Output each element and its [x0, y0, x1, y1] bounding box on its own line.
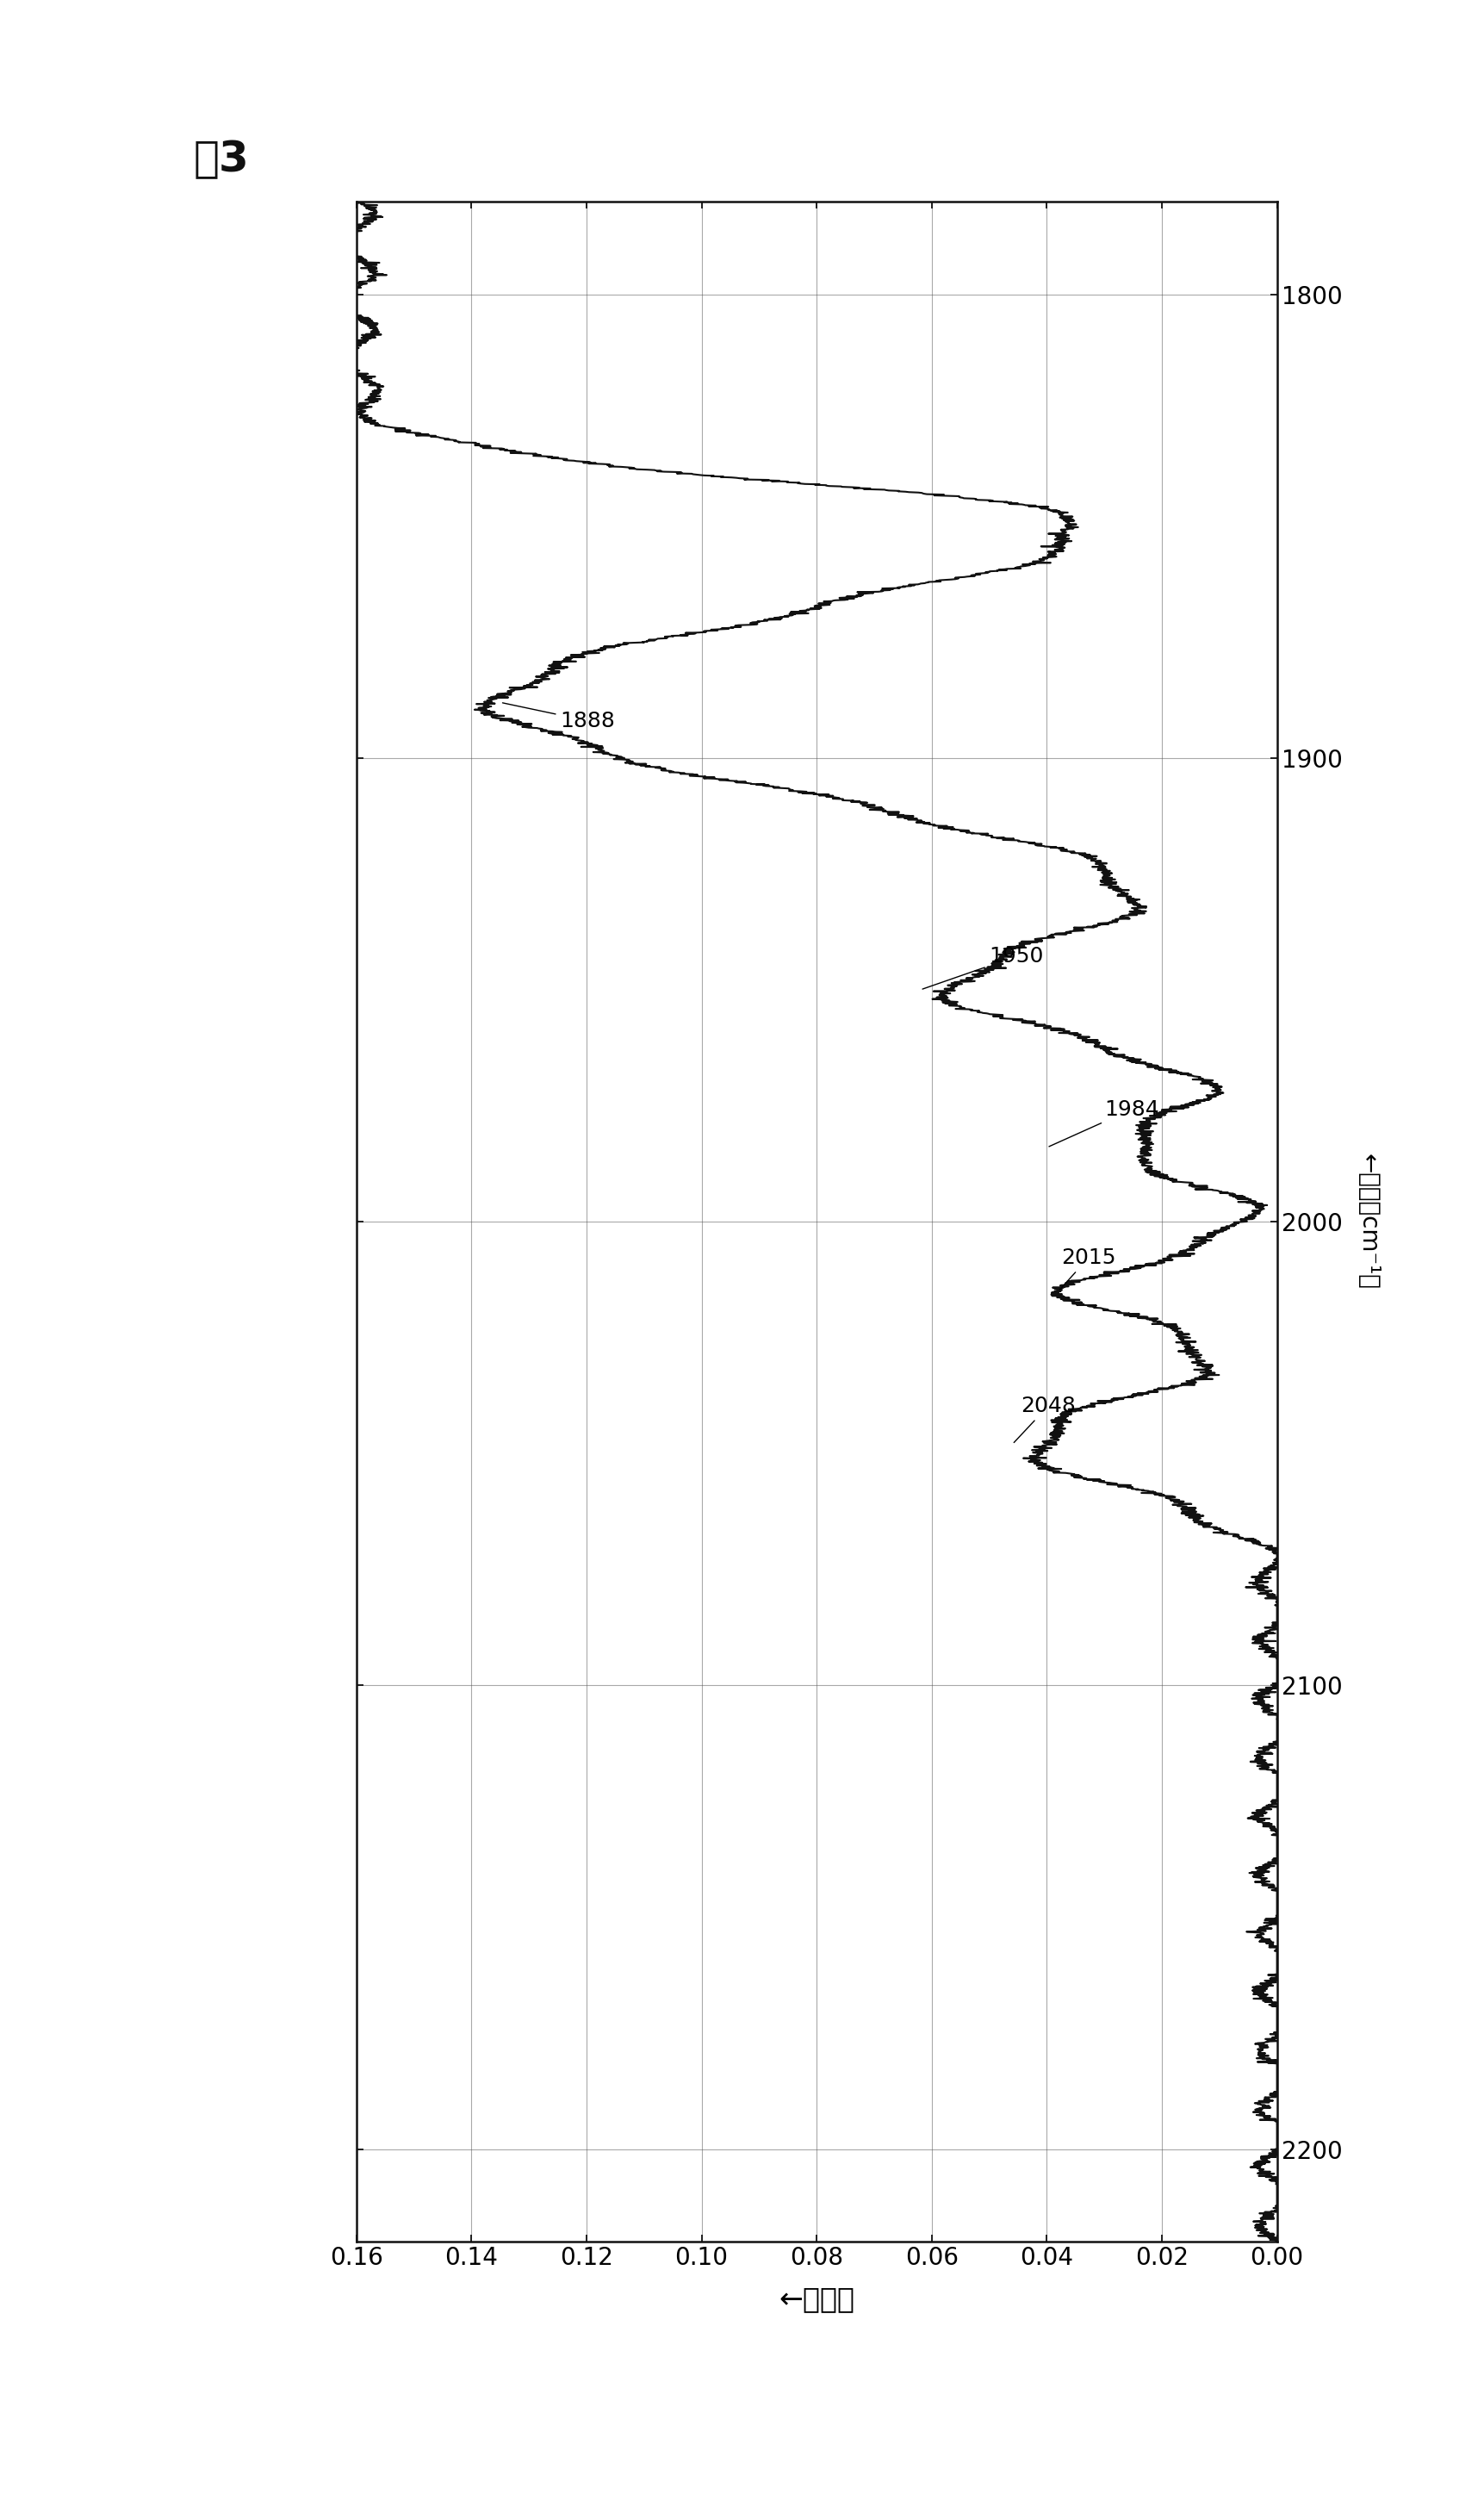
Text: 2015: 2015	[1060, 1247, 1116, 1290]
Y-axis label: ←波数（cm⁻¹）: ←波数（cm⁻¹）	[1356, 1154, 1380, 1290]
Text: 2048: 2048	[1014, 1396, 1074, 1443]
Text: 1984: 1984	[1048, 1098, 1159, 1146]
Text: 1888: 1888	[502, 703, 614, 731]
Text: 図3: 図3	[193, 139, 249, 179]
Text: 1950: 1950	[922, 947, 1043, 990]
X-axis label: ←吸収率: ←吸収率	[778, 2285, 855, 2312]
